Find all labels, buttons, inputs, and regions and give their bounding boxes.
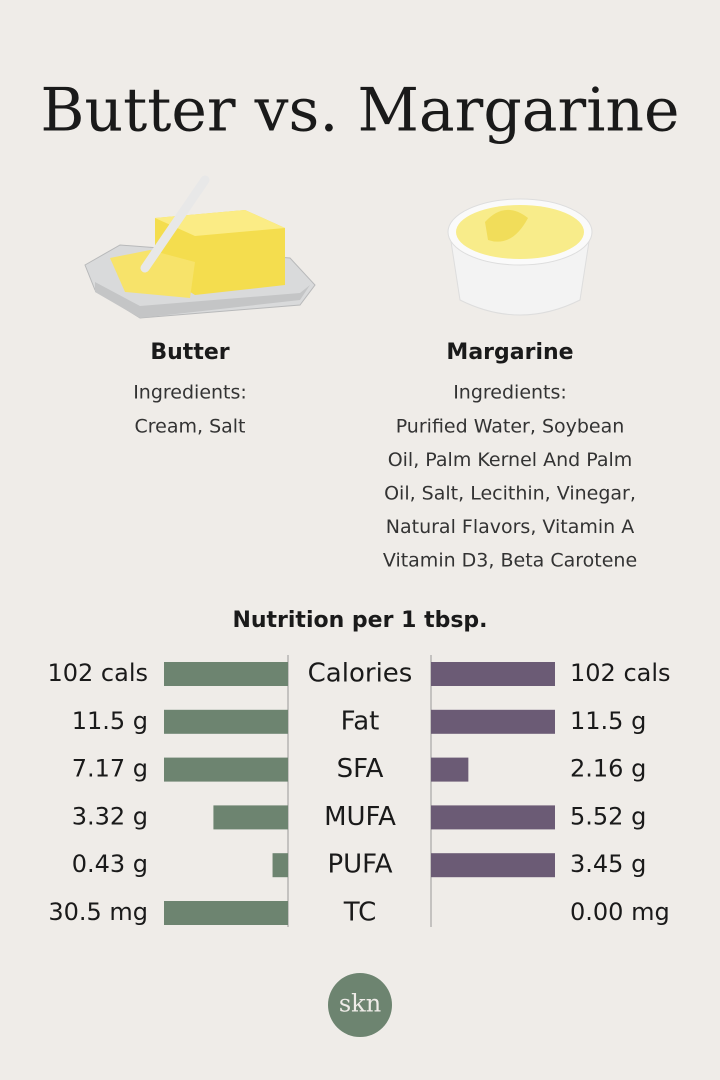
ingredients-line: Oil, Salt, Lecithin, Vinegar, [384,483,636,505]
product-name: Butter [150,340,229,365]
butter-illustration [84,175,316,319]
bar [431,853,555,878]
ingredients-line: Natural Flavors, Vitamin A [386,516,634,538]
product-name: Margarine [446,340,573,365]
title: Butter vs. Margarine [40,76,679,146]
category-label: TC [343,898,377,928]
value-label: 5.52 g [570,802,646,830]
bar [272,853,288,878]
bar [431,757,469,782]
ingredients-line: Purified Water, Soybean [396,416,625,438]
bar [164,709,288,734]
bar [431,662,555,686]
category-label: Fat [341,706,380,736]
value-label: 11.5 g [72,707,148,735]
bar [431,709,555,734]
category-label: MUFA [324,802,396,832]
value-label: 0.00 mg [570,898,670,926]
ingredients-label: Ingredients: [453,382,567,404]
value-label: 102 cals [47,659,148,687]
bar [164,662,288,686]
value-label: 3.32 g [72,802,148,830]
bar [431,805,555,830]
ingredients-label: Ingredients: [133,382,247,404]
category-label: PUFA [327,850,392,880]
ingredients-line: Oil, Palm Kernel And Palm [388,449,633,471]
ingredients-line: Cream, Salt [134,416,245,438]
value-label: 102 cals [570,659,671,687]
value-label: 7.17 g [72,755,148,783]
value-label: 11.5 g [570,707,646,735]
bar [164,757,288,782]
bar [213,805,288,830]
margarine-illustration [447,198,593,316]
logo: skn [339,990,381,1018]
value-label: 0.43 g [72,850,148,878]
bar [164,901,288,925]
ingredients-line: Vitamin D3, Beta Carotene [383,550,637,572]
category-label: SFA [337,754,384,784]
category-label: Calories [308,659,413,689]
logo-circle [328,973,392,1037]
chart-title: Nutrition per 1 tbsp. [232,608,487,633]
value-label: 3.45 g [570,850,646,878]
value-label: 2.16 g [570,755,646,783]
value-label: 30.5 mg [48,898,148,926]
